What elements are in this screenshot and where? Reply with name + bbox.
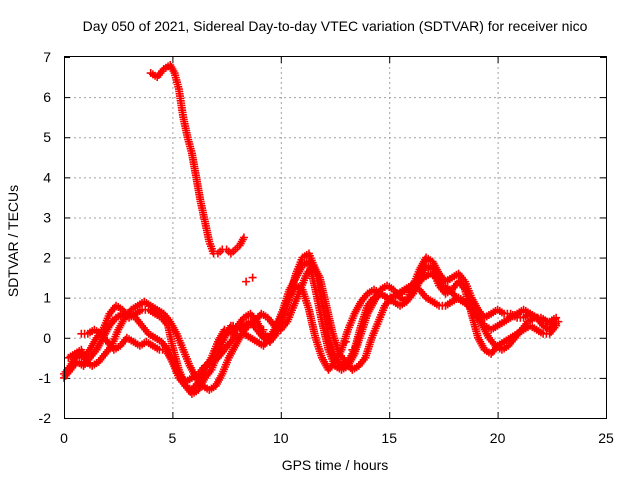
y-tick-label: 7 bbox=[43, 49, 51, 65]
chart-title: Day 050 of 2021, Sidereal Day-to-day VTE… bbox=[83, 18, 588, 34]
data-point bbox=[235, 333, 244, 342]
data-point bbox=[341, 337, 350, 346]
data-point bbox=[552, 313, 561, 322]
y-tick-label: 3 bbox=[43, 209, 51, 225]
y-tick-label: 6 bbox=[43, 89, 51, 105]
y-tick-label: -2 bbox=[39, 410, 52, 426]
y-tick-label: 2 bbox=[43, 250, 51, 266]
data-point bbox=[248, 273, 257, 282]
plot-frame bbox=[64, 56, 607, 419]
data-point bbox=[239, 233, 248, 242]
y-tick-label: 1 bbox=[43, 290, 51, 306]
y-tick-label: -1 bbox=[39, 370, 52, 386]
x-axis-label: GPS time / hours bbox=[282, 457, 389, 473]
data-points bbox=[60, 61, 563, 398]
data-point bbox=[229, 321, 238, 330]
data-point bbox=[348, 345, 357, 354]
data-point bbox=[265, 337, 274, 346]
y-tick-label: 4 bbox=[43, 169, 51, 185]
data-point bbox=[554, 317, 563, 326]
x-tick-label: 15 bbox=[381, 430, 397, 446]
y-axis-label: SDTVAR / TECUs bbox=[5, 185, 21, 297]
x-tick-label: 25 bbox=[598, 430, 614, 446]
x-tick-label: 10 bbox=[273, 430, 289, 446]
data-point bbox=[259, 325, 268, 334]
x-tick-label: 5 bbox=[169, 430, 177, 446]
y-tick-label: 0 bbox=[43, 330, 51, 346]
x-tick-label: 0 bbox=[60, 430, 68, 446]
data-point bbox=[242, 277, 251, 286]
x-tick-label: 20 bbox=[490, 430, 506, 446]
y-tick-label: 5 bbox=[43, 129, 51, 145]
axis-ticks: 0 5 10 15 20 25 -2 -1 0 1 2 3 4 5 6 7 bbox=[39, 49, 614, 446]
data-point bbox=[190, 369, 199, 378]
